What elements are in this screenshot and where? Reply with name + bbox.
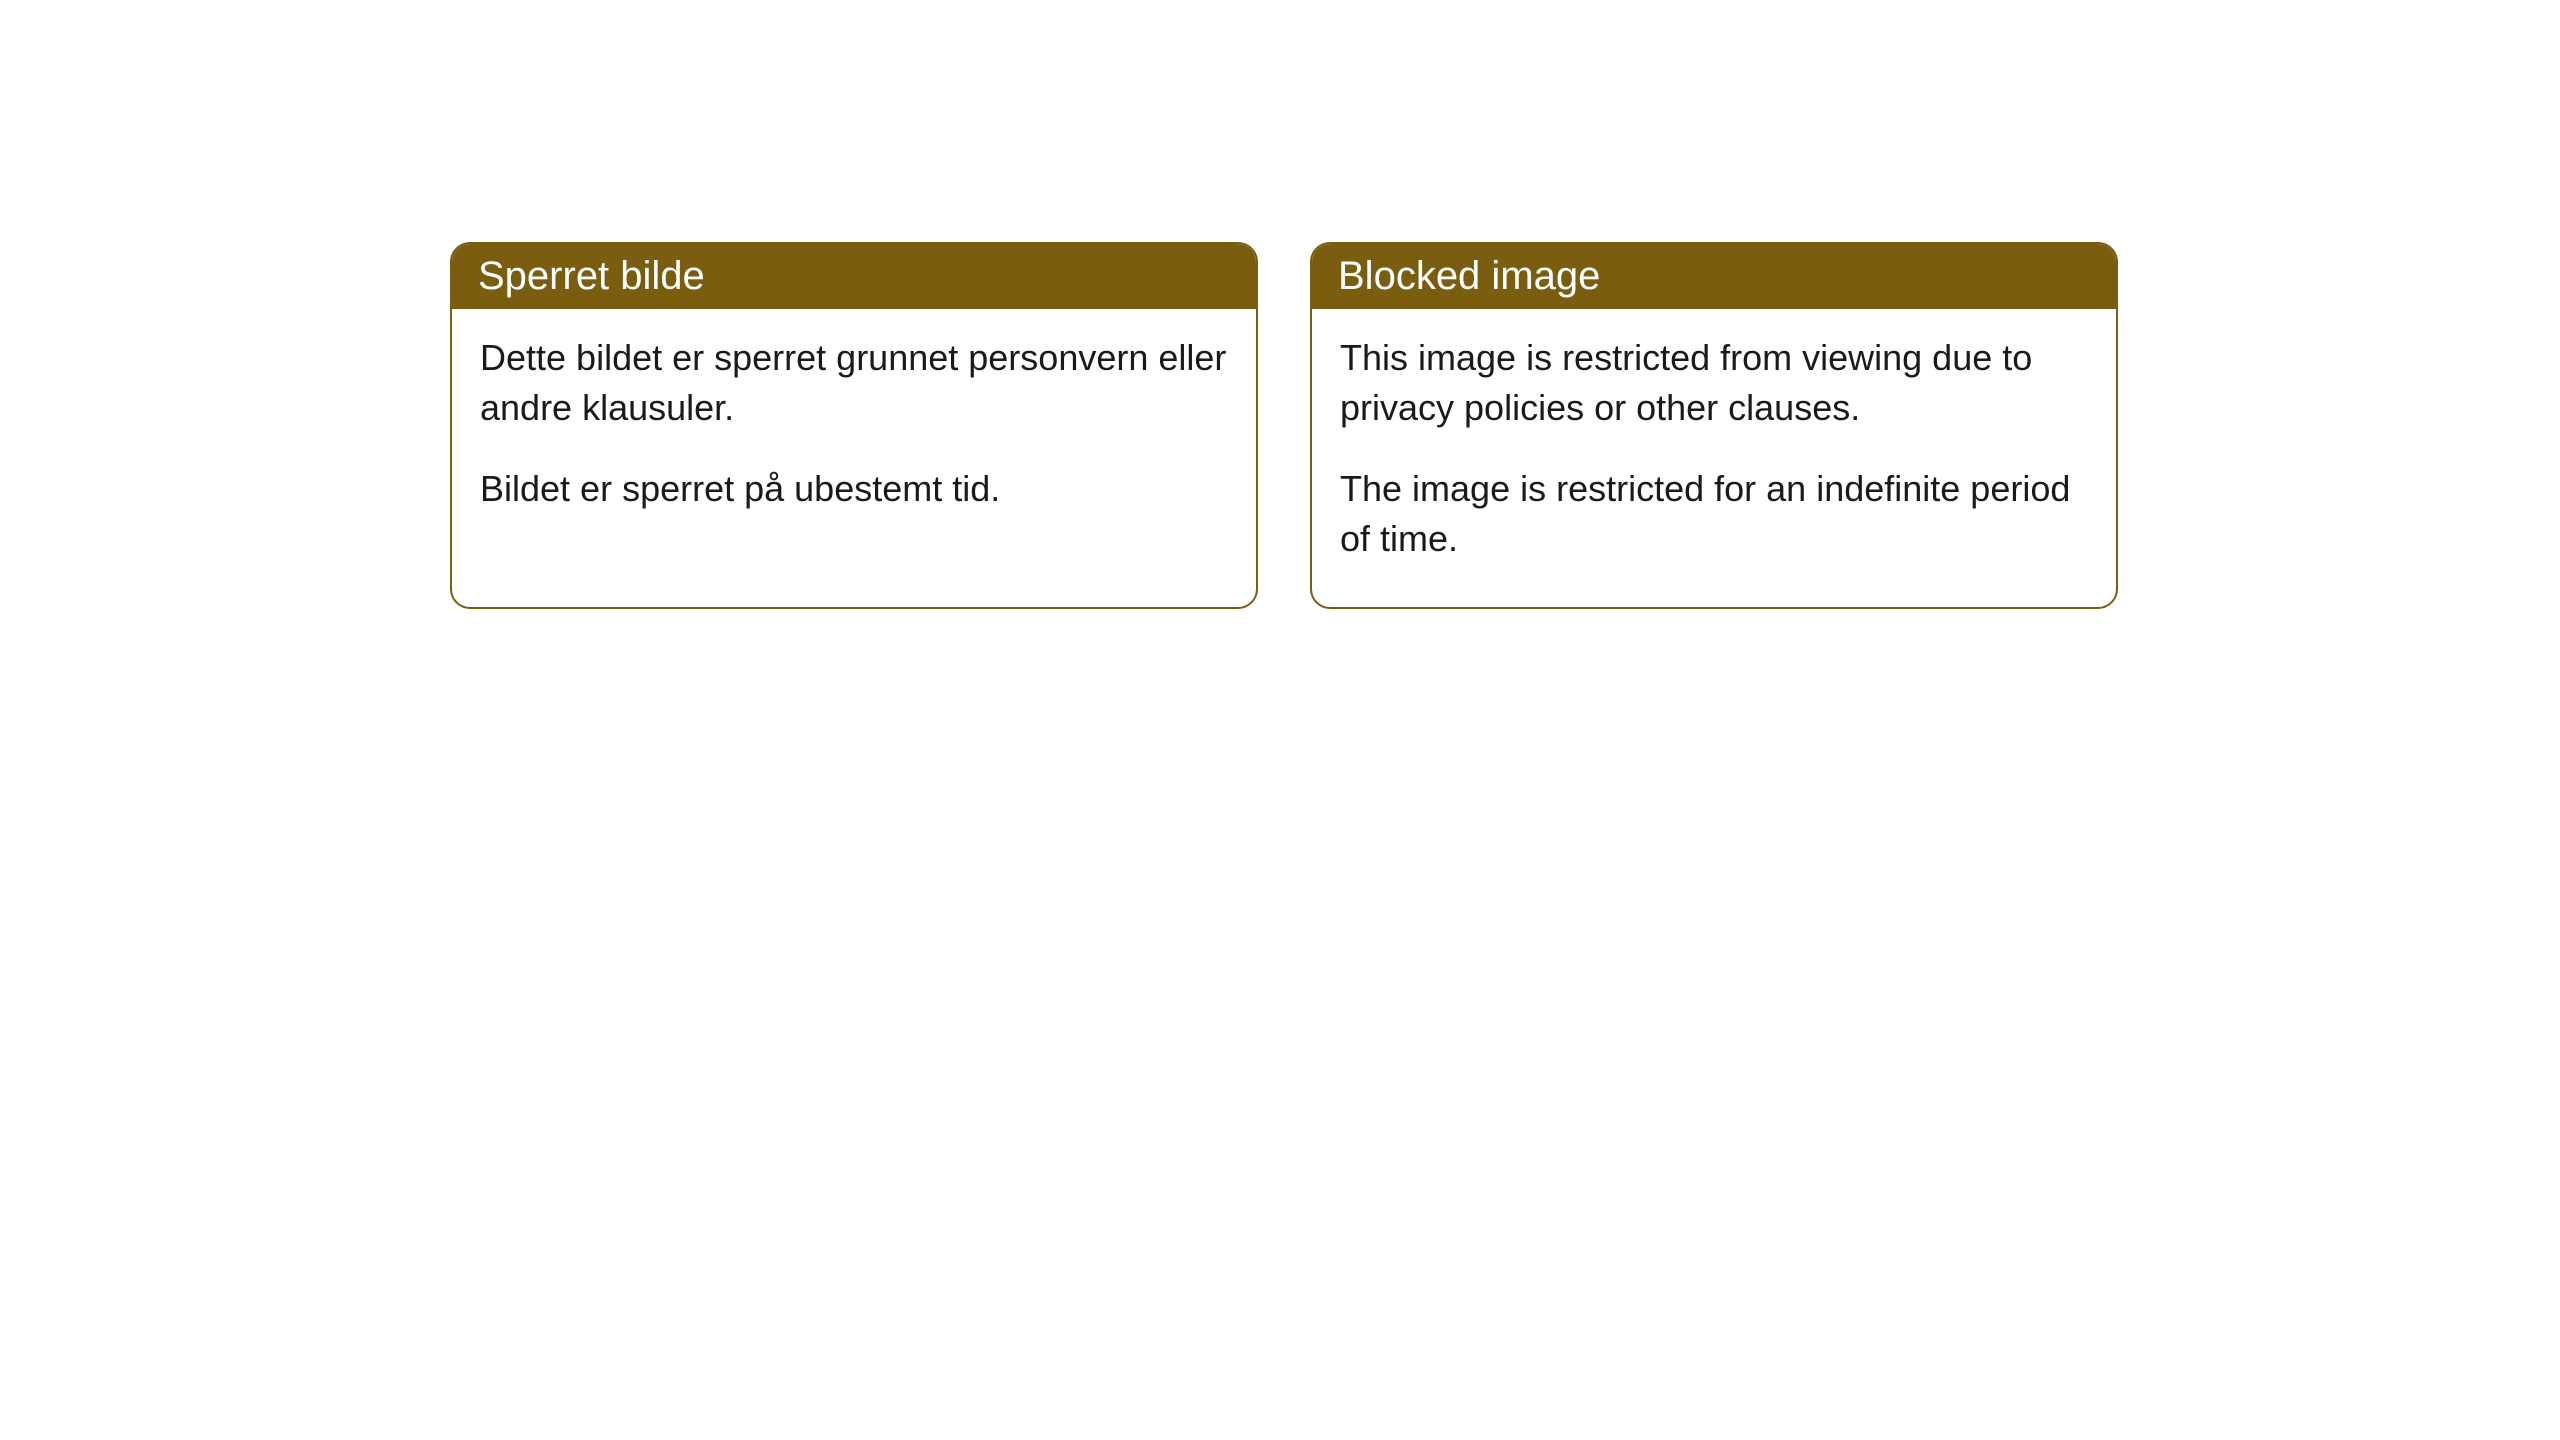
card-title: Blocked image <box>1338 254 1600 298</box>
card-title: Sperret bilde <box>478 254 705 298</box>
card-paragraph: The image is restricted for an indefinit… <box>1340 464 2088 565</box>
card-body: This image is restricted from viewing du… <box>1312 309 2116 607</box>
card-header: Blocked image <box>1312 244 2116 309</box>
card-body: Dette bildet er sperret grunnet personve… <box>452 309 1256 556</box>
notice-card-norwegian: Sperret bilde Dette bildet er sperret gr… <box>450 242 1258 609</box>
card-paragraph: This image is restricted from viewing du… <box>1340 333 2088 434</box>
notice-card-english: Blocked image This image is restricted f… <box>1310 242 2118 609</box>
card-header: Sperret bilde <box>452 244 1256 309</box>
notice-cards-container: Sperret bilde Dette bildet er sperret gr… <box>450 242 2118 609</box>
card-paragraph: Bildet er sperret på ubestemt tid. <box>480 464 1228 514</box>
card-paragraph: Dette bildet er sperret grunnet personve… <box>480 333 1228 434</box>
